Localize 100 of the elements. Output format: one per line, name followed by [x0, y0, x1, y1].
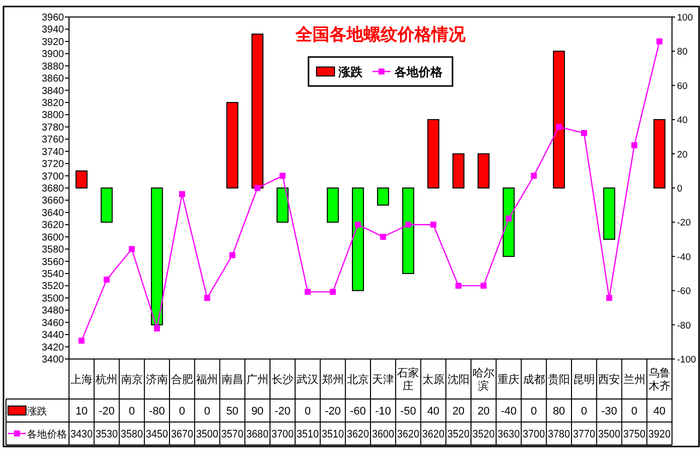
y2-tick-label: -60	[677, 286, 691, 298]
data-label: -30	[601, 406, 618, 418]
y-tick-label: 3720	[42, 159, 64, 170]
point	[581, 130, 588, 136]
point	[380, 234, 386, 240]
y-tick-label: 3500	[42, 293, 64, 304]
y-tick-label: 3420	[42, 342, 64, 354]
data-label: 90	[251, 406, 264, 418]
x-tick-label: 西安	[598, 373, 620, 386]
data-label: 3600	[372, 428, 396, 440]
bar	[276, 188, 289, 223]
y-tick-label: 3520	[42, 281, 64, 292]
data-label: 0	[530, 406, 537, 418]
x-tick-label: 南京	[120, 373, 143, 386]
data-label: 0	[304, 406, 311, 418]
x-tick-label: 郑州	[322, 373, 344, 386]
data-label: 3450	[146, 428, 170, 440]
y2-tick-label: 100	[677, 12, 693, 24]
bar	[251, 34, 264, 188]
bar	[150, 188, 163, 326]
point	[280, 172, 286, 179]
point	[128, 246, 135, 252]
x-tick-label: 济南	[146, 373, 168, 386]
data-label: 3510	[296, 428, 322, 440]
data-label: 3510	[322, 428, 346, 440]
data-label: -50	[400, 406, 416, 418]
bar	[352, 188, 364, 292]
y-tick-label: 3900	[42, 49, 64, 60]
x-tick-label: 杭州	[94, 373, 118, 386]
data-label: 10	[75, 406, 88, 418]
y-tick-label: 3580	[42, 244, 64, 256]
data-label: 50	[226, 406, 238, 418]
bar	[478, 153, 490, 188]
point	[78, 338, 85, 344]
y2-tick-label: -80	[677, 320, 691, 332]
x-tick-label: 合肥	[171, 373, 194, 386]
y-tick-label: 3880	[42, 61, 64, 72]
data-label: 3700	[522, 428, 548, 440]
bar	[427, 119, 440, 188]
y-tick-label: 3840	[42, 86, 64, 97]
point	[229, 252, 236, 258]
y-tick-label: 3700	[42, 171, 64, 182]
point	[254, 185, 260, 191]
x-tick-label: 沈阳	[447, 373, 470, 386]
data-label: 20	[452, 406, 465, 418]
y-tick-label: 3780	[42, 122, 64, 134]
y2-tick-label: -100	[677, 354, 696, 366]
point	[104, 276, 110, 283]
data-label: -40	[500, 406, 517, 418]
data-label: 3620	[422, 428, 447, 440]
text: 全国各地螺纹价格情况	[294, 25, 466, 45]
y-tick-label: 3740	[42, 146, 64, 158]
text: 各地价格	[27, 430, 67, 440]
data-label: 80	[552, 406, 566, 418]
y2-tick-label: 0	[677, 184, 682, 194]
data-label: -20	[274, 406, 291, 418]
data-label: 3620	[346, 428, 372, 440]
y-tick-label: 3480	[42, 306, 64, 317]
y-tick-label: 3440	[42, 330, 64, 342]
text: 涨跌	[27, 406, 47, 418]
data-label: -60	[350, 406, 366, 418]
x-tick-label: 昆明	[573, 373, 596, 386]
x-tick-label: 武汉	[296, 373, 319, 386]
point	[179, 191, 186, 198]
x-tick-label: 贵阳	[548, 373, 570, 386]
y-tick-label: 3660	[42, 196, 64, 207]
data-label: 3520	[447, 428, 472, 440]
x-tick-label: 长沙	[272, 373, 294, 386]
y-tick-label: 3640	[42, 208, 64, 219]
y-tick-label: 3940	[42, 24, 64, 36]
data-label: 3700	[272, 428, 296, 440]
data-label: 0	[179, 406, 186, 418]
data-label: -20	[324, 406, 341, 418]
point	[530, 172, 537, 179]
bar	[326, 188, 339, 223]
x-tick-label: 天津	[372, 373, 394, 386]
point	[631, 142, 638, 148]
data-label: 3580	[120, 428, 146, 440]
point	[556, 124, 562, 130]
data-label: 3780	[548, 428, 572, 440]
data-label: 40	[653, 406, 666, 418]
x-tick-label: 兰州	[623, 373, 646, 386]
data-label: 0	[631, 406, 638, 418]
data-label: 3620	[397, 428, 422, 440]
x-tick-label: 广州	[246, 373, 268, 386]
bar	[552, 50, 565, 188]
data-label: 3530	[96, 428, 120, 440]
y-tick-label: 3600	[42, 232, 64, 244]
point	[204, 294, 210, 301]
bar	[226, 102, 238, 188]
data-label: 3500	[598, 428, 623, 440]
data-label: 40	[427, 406, 440, 418]
y-tick-label: 3760	[42, 134, 64, 146]
point	[405, 222, 412, 228]
y-tick-label: 3800	[42, 110, 64, 122]
point	[480, 282, 487, 289]
bar	[603, 188, 616, 240]
data-label: 3570	[221, 428, 246, 440]
point	[656, 38, 662, 44]
y2-tick-label: 40	[677, 115, 688, 126]
